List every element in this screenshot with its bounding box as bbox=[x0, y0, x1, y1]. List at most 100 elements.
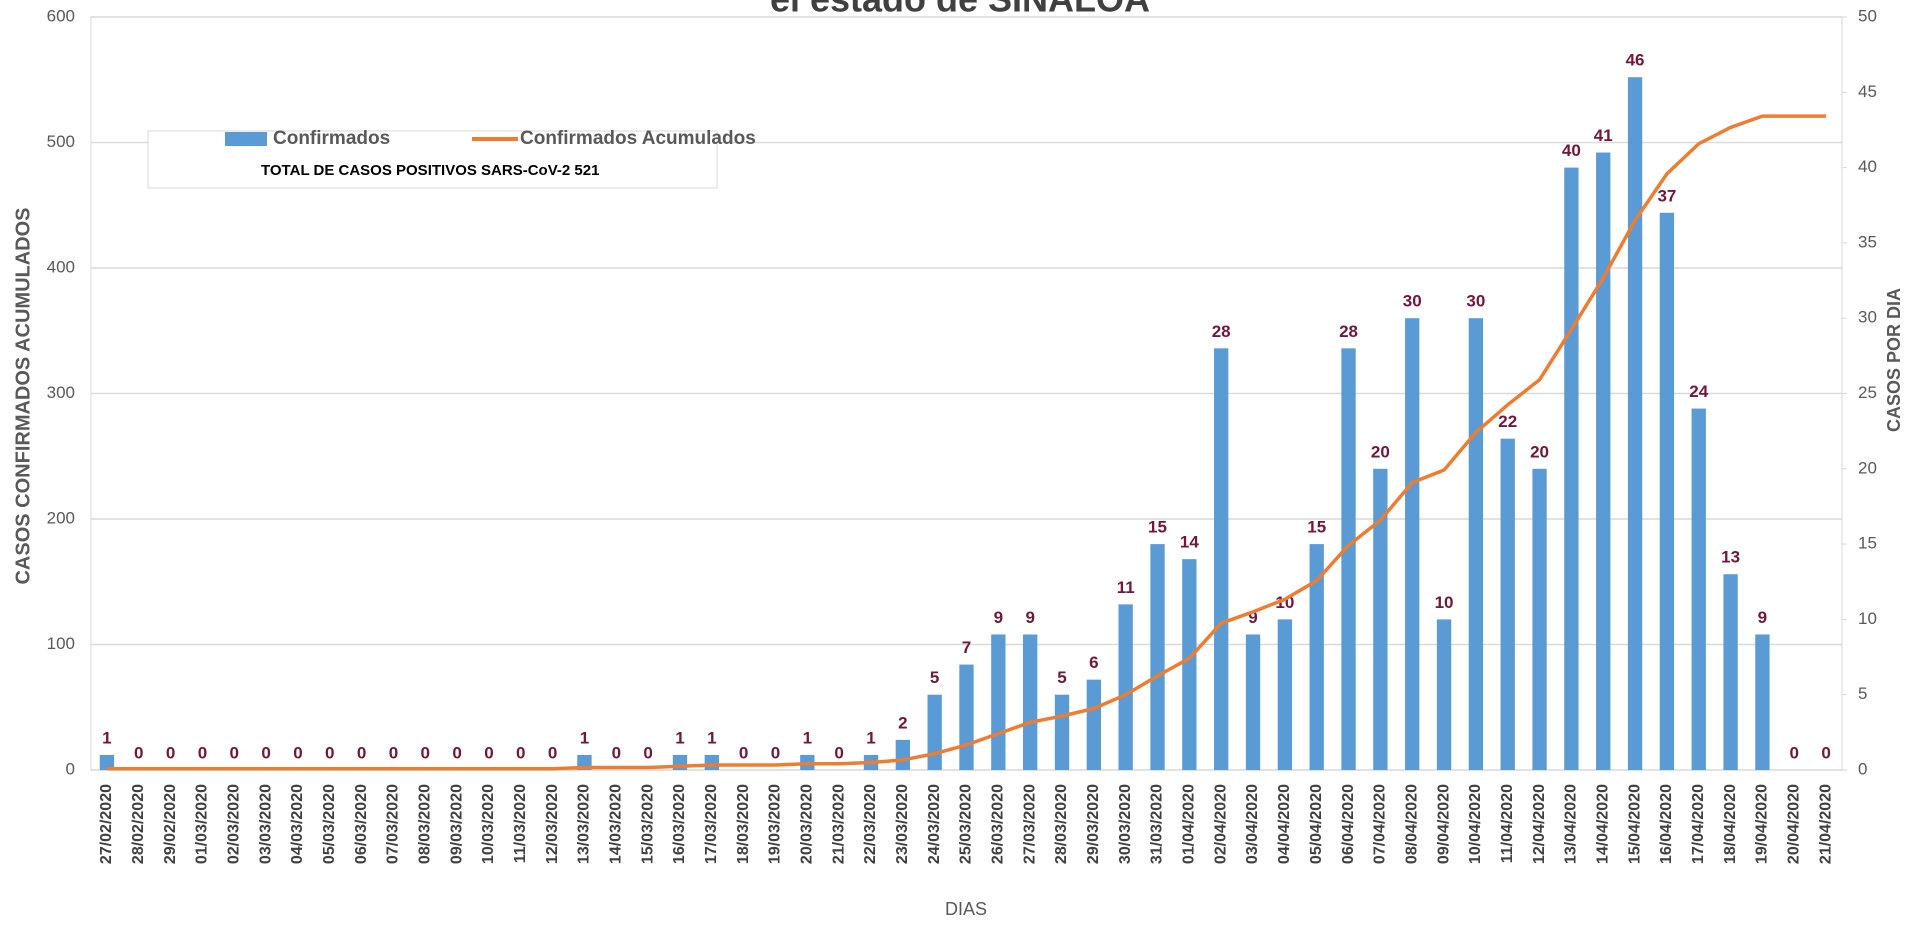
y2-tick-label: 45 bbox=[1858, 82, 1877, 101]
data-label: 0 bbox=[834, 743, 843, 762]
x-tick-label: 19/04/2020 bbox=[1754, 784, 1771, 864]
x-tick-label: 10/04/2020 bbox=[1467, 784, 1484, 864]
bar bbox=[1182, 559, 1197, 770]
bar bbox=[1596, 152, 1611, 771]
data-label: 0 bbox=[484, 743, 493, 762]
y-axis-label: CASOS CONFIRMADOS ACUMULADOS bbox=[12, 207, 34, 584]
y-tick-label: 200 bbox=[47, 508, 75, 527]
x-tick-label: 15/03/2020 bbox=[639, 784, 656, 864]
data-label: 10 bbox=[1435, 593, 1454, 612]
y-tick-label: 500 bbox=[47, 132, 75, 151]
x-tick-label: 30/03/2020 bbox=[1117, 784, 1134, 864]
x-tick-label: 27/03/2020 bbox=[1021, 784, 1038, 864]
x-tick-label: 11/03/2020 bbox=[512, 784, 529, 863]
bar bbox=[1659, 212, 1675, 770]
data-label: 9 bbox=[994, 608, 1003, 627]
data-label: 1 bbox=[580, 728, 589, 747]
data-label: 5 bbox=[1057, 668, 1066, 687]
x-tick-label: 12/04/2020 bbox=[1531, 784, 1548, 864]
bar bbox=[1532, 468, 1547, 770]
data-label: 0 bbox=[739, 743, 748, 762]
x-tick-label: 20/03/2020 bbox=[799, 784, 816, 864]
data-label: 7 bbox=[962, 638, 971, 657]
y-tick-label: 300 bbox=[47, 383, 75, 402]
x-tick-label: 26/03/2020 bbox=[990, 784, 1007, 864]
x-tick-label: 16/04/2020 bbox=[1658, 784, 1675, 864]
x-tick-label: 19/03/2020 bbox=[767, 784, 784, 864]
bar bbox=[991, 634, 1006, 770]
y2-tick-label: 0 bbox=[1858, 759, 1867, 778]
data-label: 9 bbox=[1248, 608, 1257, 627]
y2-tick-label: 40 bbox=[1858, 157, 1877, 176]
bar bbox=[1755, 634, 1770, 770]
legend-swatch bbox=[225, 132, 267, 146]
x-tick-label: 12/03/2020 bbox=[544, 784, 561, 864]
x-tick-label: 05/03/2020 bbox=[321, 784, 338, 864]
bar bbox=[1054, 694, 1070, 770]
bar bbox=[1245, 634, 1261, 770]
bar bbox=[1468, 318, 1484, 770]
x-tick-label: 09/03/2020 bbox=[448, 784, 465, 864]
x-tick-label: 03/03/2020 bbox=[257, 784, 274, 864]
data-label: 1 bbox=[707, 728, 716, 747]
data-label: 28 bbox=[1339, 322, 1358, 341]
y2-tick-label: 20 bbox=[1858, 458, 1877, 477]
y2-tick-label: 25 bbox=[1858, 383, 1877, 402]
data-label: 1 bbox=[102, 728, 111, 747]
data-label: 15 bbox=[1148, 518, 1167, 537]
x-axis-label: DIAS bbox=[945, 899, 987, 919]
x-tick-label: 23/03/2020 bbox=[894, 784, 911, 864]
data-label: 24 bbox=[1689, 382, 1708, 401]
x-tick-label: 21/04/2020 bbox=[1817, 784, 1834, 864]
annotation: TOTAL DE CASOS POSITIVOS SARS-CoV-2 521 bbox=[261, 162, 599, 179]
x-tick-label: 05/04/2020 bbox=[1308, 784, 1325, 864]
x-tick-label: 21/03/2020 bbox=[830, 784, 847, 864]
data-label: 0 bbox=[198, 743, 207, 762]
bar bbox=[959, 664, 974, 770]
legend-label: Confirmados bbox=[273, 128, 390, 149]
x-tick-label: 27/02/2020 bbox=[98, 784, 115, 864]
bar bbox=[1309, 544, 1324, 770]
bar bbox=[1405, 318, 1420, 770]
x-tick-label: 01/03/2020 bbox=[194, 784, 211, 864]
data-label: 41 bbox=[1594, 126, 1613, 145]
bar bbox=[1118, 604, 1133, 770]
data-label: 37 bbox=[1657, 186, 1676, 205]
y2-axis-label: CASOS POR DIA bbox=[1884, 288, 1904, 432]
x-tick-label: 29/02/2020 bbox=[162, 784, 179, 864]
bar bbox=[1373, 468, 1388, 770]
x-tick-label: 14/04/2020 bbox=[1594, 784, 1611, 864]
bar bbox=[895, 739, 910, 770]
data-label: 46 bbox=[1626, 51, 1645, 70]
x-tick-label: 04/03/2020 bbox=[289, 784, 306, 864]
data-label: 14 bbox=[1180, 533, 1199, 552]
x-tick-label: 18/03/2020 bbox=[735, 784, 752, 864]
data-label: 0 bbox=[261, 743, 270, 762]
bar bbox=[1214, 348, 1229, 770]
data-label: 1 bbox=[866, 728, 875, 747]
x-tick-label: 15/04/2020 bbox=[1626, 784, 1643, 864]
y-tick-label: 600 bbox=[47, 6, 75, 25]
data-label: 0 bbox=[230, 743, 239, 762]
x-tick-label: 18/04/2020 bbox=[1722, 784, 1739, 864]
bar bbox=[1564, 167, 1579, 771]
x-tick-label: 28/02/2020 bbox=[130, 784, 147, 864]
x-tick-label: 06/03/2020 bbox=[353, 784, 370, 864]
x-tick-label: 01/04/2020 bbox=[1181, 784, 1198, 864]
x-tick-label: 11/04/2020 bbox=[1499, 784, 1516, 863]
x-tick-label: 07/04/2020 bbox=[1372, 784, 1389, 864]
legend-label: Confirmados Acumulados bbox=[520, 128, 756, 149]
data-label: 0 bbox=[293, 743, 302, 762]
y-tick-label: 0 bbox=[66, 759, 75, 778]
bar bbox=[927, 694, 942, 770]
data-label: 30 bbox=[1466, 292, 1485, 311]
y2-tick-label: 30 bbox=[1858, 308, 1877, 327]
data-label: 0 bbox=[1821, 743, 1830, 762]
data-label: 0 bbox=[325, 743, 334, 762]
x-tick-label: 09/04/2020 bbox=[1435, 784, 1452, 864]
bar bbox=[1436, 619, 1452, 770]
x-tick-label: 20/04/2020 bbox=[1785, 784, 1802, 864]
x-tick-label: 17/03/2020 bbox=[703, 784, 720, 864]
bar bbox=[1150, 544, 1165, 770]
y-tick-label: 100 bbox=[47, 634, 75, 653]
